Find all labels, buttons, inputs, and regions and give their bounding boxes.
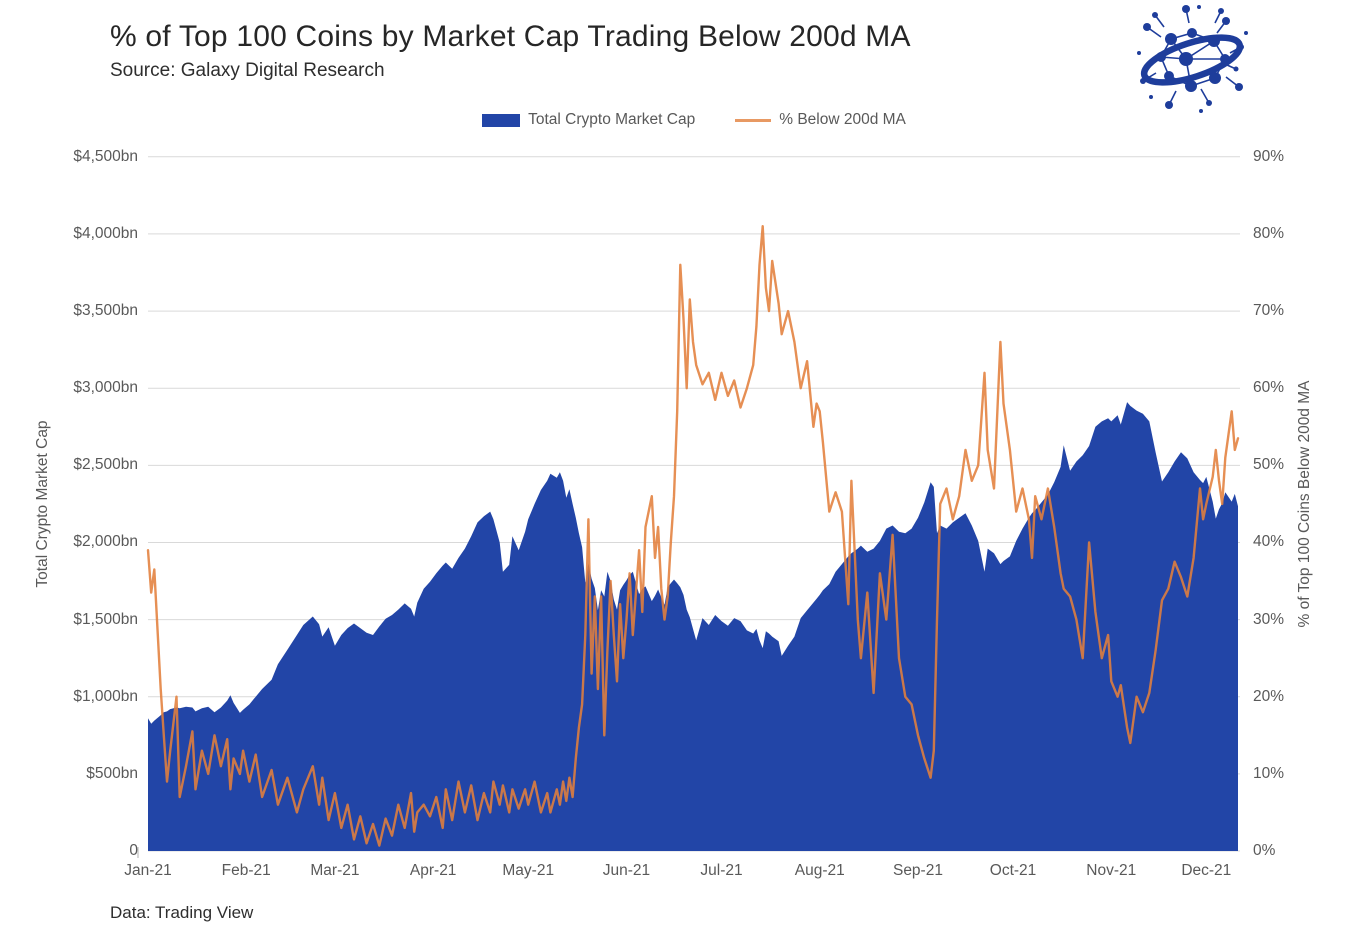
pct-below-200dma-line-series [146,225,1240,847]
y-axis-title-right: % of Top 100 Coins Below 200d MA [1296,380,1313,628]
y-axis-left-tick: $1,000bn [73,687,138,705]
y-axis-left-tick: $2,000bn [73,533,138,551]
chart-legend: Total Crypto Market Cap % Below 200d MA [148,111,1240,129]
x-axis-tick: Feb-21 [221,862,271,879]
area-swatch-icon [482,113,521,127]
y-axis-right-tick: 60% [1253,379,1285,397]
line-swatch-icon [735,118,772,122]
chart-plot-area [137,156,1240,858]
y-axis-left-tick: $3,500bn [73,302,138,320]
x-axis-tick: Jul-21 [700,862,743,879]
legend-item-pct-below-ma: % Below 200d MA [735,111,906,129]
source-label: Source: Galaxy Digital Research [110,60,385,81]
y-axis-left-tick: 0 [129,842,138,859]
x-axis-tick: Jun-21 [602,862,651,879]
market-cap-area-series [148,402,1238,851]
legend-label: Total Crypto Market Cap [528,111,696,128]
legend-label: % Below 200d MA [779,111,906,128]
y-axis-title-left: Total Crypto Market Cap [34,420,51,588]
y-axis-right-tick: 70% [1253,302,1285,320]
x-axis-tick: Mar-21 [310,862,360,879]
x-axis-tick: Aug-21 [794,862,845,879]
galaxy-digital-logo [1137,5,1248,113]
x-axis-tick: Apr-21 [409,862,457,879]
x-axis-tick: Jan-21 [124,862,172,879]
x-axis-tick: Dec-21 [1181,862,1232,879]
y-axis-right-tick: 10% [1253,764,1285,782]
y-axis-left-tick: $1,500bn [73,610,138,628]
page-title: % of Top 100 Coins by Market Cap Trading… [110,20,911,53]
legend-item-market-cap: Total Crypto Market Cap [482,111,695,129]
x-axis-tick: Sep-21 [892,862,943,879]
y-axis-right-tick: 30% [1253,610,1285,628]
y-axis-left-tick: $2,500bn [73,456,138,474]
y-axis-right-tick: 80% [1253,224,1285,242]
y-axis-right-tick: 90% [1253,147,1285,165]
y-axis-left-tick: $500bn [86,764,138,782]
x-axis-tick: May-21 [502,862,555,879]
x-axis-tick: Nov-21 [1086,862,1137,879]
y-axis-right-tick: 0% [1253,842,1276,859]
x-axis-tick: Oct-21 [989,862,1037,879]
data-source-label: Data: Trading View [110,903,254,922]
y-axis-right-tick: 20% [1253,687,1285,705]
y-axis-left-tick: $4,000bn [73,224,138,242]
y-axis-left-tick: $3,000bn [73,379,138,397]
y-axis-right-tick: 50% [1253,456,1285,474]
y-axis-left-tick: $4,500bn [73,147,138,165]
y-axis-right-tick: 40% [1253,533,1285,551]
